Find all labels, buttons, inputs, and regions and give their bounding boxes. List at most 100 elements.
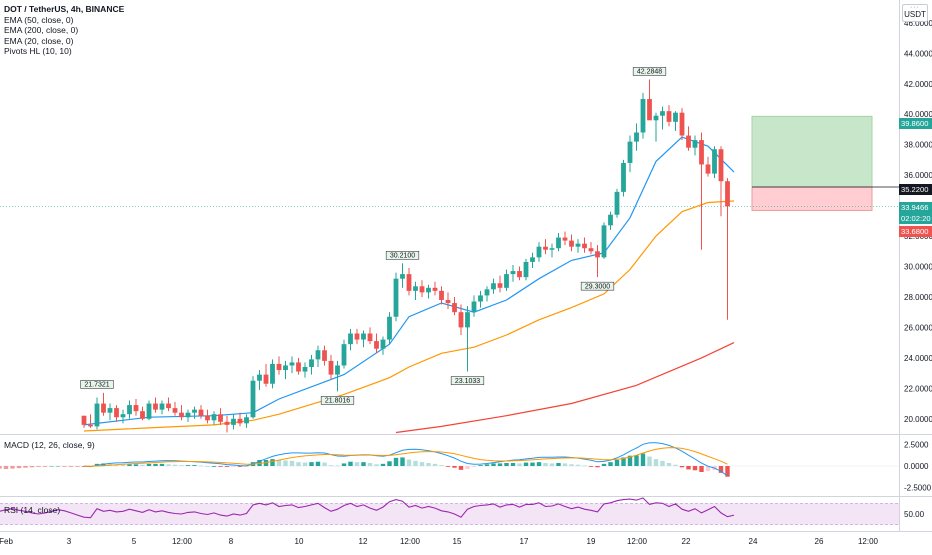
candle bbox=[634, 123, 639, 151]
candle bbox=[718, 146, 724, 217]
candle bbox=[439, 286, 444, 305]
candle bbox=[159, 400, 165, 415]
price-tick-label: 28.0000 bbox=[904, 293, 932, 302]
candle bbox=[530, 252, 535, 269]
macd-hist-bar bbox=[549, 463, 555, 466]
legend-study-ema20[interactable]: EMA (20, close, 0) bbox=[4, 35, 74, 46]
position-target-zone bbox=[751, 115, 873, 188]
candle bbox=[647, 79, 652, 121]
macd-hist-bar bbox=[302, 462, 308, 466]
candle-body bbox=[543, 246, 548, 250]
macd-hist-bar bbox=[374, 464, 379, 466]
candle-body bbox=[660, 111, 665, 116]
time-tick-label: 8 bbox=[229, 537, 234, 546]
currency-label: USDT bbox=[904, 10, 926, 19]
candle-body bbox=[374, 341, 379, 349]
candle-body bbox=[328, 360, 334, 375]
legend-study-pivots[interactable]: Pivots HL (10, 10) bbox=[4, 46, 72, 56]
candle-body bbox=[354, 333, 360, 340]
macd-hist-bar bbox=[601, 463, 607, 466]
candle-body bbox=[562, 237, 568, 241]
candle-body bbox=[536, 246, 542, 258]
macd-hist-bar bbox=[647, 456, 652, 466]
pivot-box bbox=[320, 396, 355, 405]
legend-study-ema50[interactable]: EMA (50, close, 0) bbox=[4, 14, 74, 25]
macd-hist-bar bbox=[575, 464, 581, 466]
candle-body bbox=[224, 421, 230, 425]
time-tick-label: 12:00 bbox=[858, 537, 879, 546]
candle-body bbox=[406, 274, 412, 291]
macd-hist-bar bbox=[510, 463, 516, 466]
macd-hist-bar bbox=[231, 466, 236, 467]
candle-body bbox=[367, 333, 373, 342]
candle-body bbox=[497, 283, 503, 288]
legend-study-ema200[interactable]: EMA (200, close, 0) bbox=[4, 25, 79, 35]
macd-hist-bar bbox=[718, 466, 724, 473]
pivot-box bbox=[632, 67, 667, 76]
candle-body bbox=[140, 411, 145, 419]
rsi-label[interactable]: RSI (14, close) bbox=[4, 505, 61, 515]
macd-hist-bar bbox=[341, 463, 347, 466]
candle bbox=[504, 269, 509, 291]
candle bbox=[588, 242, 594, 255]
macd-hist-bar bbox=[23, 466, 28, 468]
candle-body bbox=[601, 225, 607, 258]
candle bbox=[497, 275, 503, 293]
candle bbox=[458, 304, 464, 336]
macd-hist-bar bbox=[673, 464, 678, 466]
macd-hist-bar bbox=[315, 461, 321, 466]
candle-body bbox=[127, 405, 132, 415]
candle bbox=[348, 328, 353, 351]
price-tick-label: 46.0000 bbox=[904, 19, 932, 28]
macd-hist-bar bbox=[140, 464, 145, 466]
macd-label[interactable]: MACD (12, 26, close, 9) bbox=[4, 440, 95, 450]
candle bbox=[205, 409, 210, 424]
macd-tick-label: -2.5000 bbox=[904, 483, 932, 492]
time-tick-label: 24 bbox=[749, 537, 758, 546]
candle bbox=[478, 290, 483, 308]
candle-body bbox=[588, 248, 594, 252]
macd-hist-bar bbox=[309, 462, 314, 466]
macd-hist-bar bbox=[523, 462, 529, 466]
candle-body bbox=[523, 261, 529, 278]
macd-hist-bar bbox=[634, 455, 639, 466]
candle-body bbox=[309, 359, 314, 367]
candle bbox=[211, 411, 217, 425]
candle bbox=[315, 345, 321, 367]
candle-body bbox=[549, 248, 555, 250]
candle-body bbox=[218, 414, 223, 422]
candle bbox=[276, 356, 282, 375]
price-tick-label: 30.0000 bbox=[904, 262, 932, 271]
pivot-box bbox=[385, 251, 420, 260]
candle bbox=[133, 398, 139, 416]
candle bbox=[569, 234, 574, 252]
candle bbox=[523, 258, 529, 281]
candle-body bbox=[315, 350, 321, 360]
macd-hist-bar bbox=[621, 457, 626, 466]
macd-hist-bar bbox=[569, 464, 574, 466]
price-tick-label: 36.0000 bbox=[904, 171, 932, 180]
candle bbox=[257, 370, 262, 390]
candle bbox=[224, 415, 230, 433]
entry-price-label: 35.2200 bbox=[899, 184, 932, 195]
macd-hist-bar bbox=[120, 464, 126, 466]
candle bbox=[107, 403, 113, 421]
macd-hist-bar bbox=[679, 466, 685, 468]
macd-hist-bar bbox=[400, 457, 405, 466]
currency-selector[interactable]: ··· USDT bbox=[902, 4, 928, 22]
macd-signal-line bbox=[83, 447, 728, 467]
candle bbox=[673, 111, 678, 131]
candle-body bbox=[341, 344, 347, 366]
candle bbox=[699, 132, 704, 250]
time-tick-label: 3 bbox=[67, 537, 72, 546]
candle bbox=[114, 405, 119, 422]
candle-body bbox=[504, 274, 509, 288]
legend-symbol[interactable]: DOT / TetherUS, 4h, BINANCE bbox=[4, 4, 125, 14]
macd-hist-bar bbox=[445, 466, 451, 467]
macd-hist-bar bbox=[205, 466, 210, 467]
target-price-label: 39.8600 bbox=[899, 118, 932, 129]
candle-body bbox=[517, 271, 522, 278]
candle bbox=[172, 402, 178, 416]
